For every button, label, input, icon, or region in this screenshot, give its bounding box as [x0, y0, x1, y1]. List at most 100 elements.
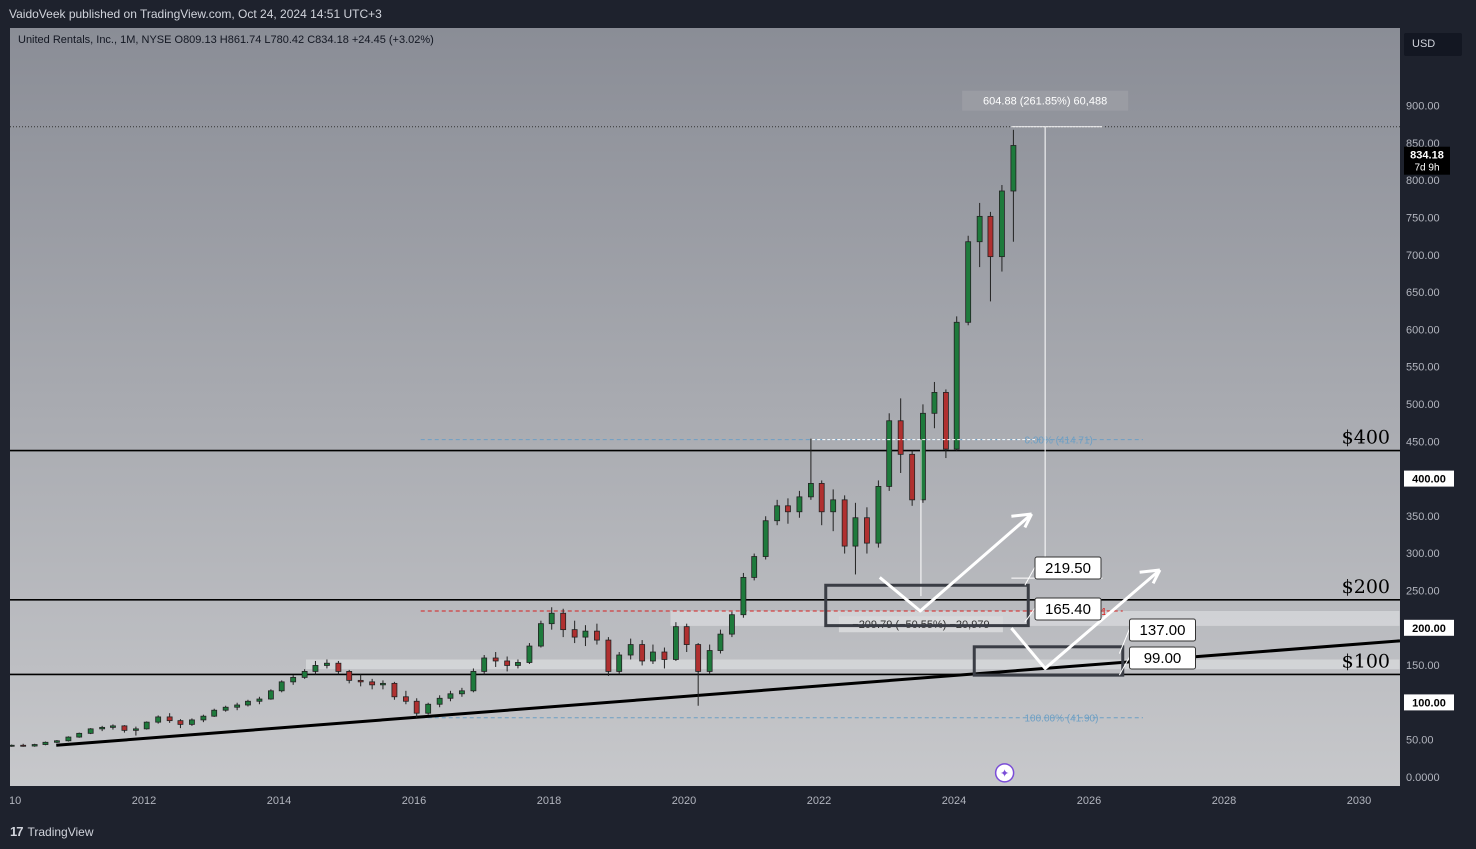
candle-body: [818, 483, 825, 513]
price-box-label: 137.00: [1140, 622, 1186, 639]
level-label: $100: [1342, 650, 1390, 672]
price-tick: 650.00: [1406, 287, 1440, 299]
time-axis[interactable]: 2010 2012 2014 2016 2018 2020 2022 2024 2026 2028…: [0, 786, 1400, 813]
candle-body: [447, 693, 454, 699]
candle-body: [987, 215, 994, 258]
price-tick: 550.00: [1406, 362, 1440, 374]
last-price-label: 834.18: [1410, 150, 1444, 162]
fib-100-label: 100.00% (41.90): [1025, 714, 1099, 725]
candle-body: [616, 654, 623, 672]
candle-body: [177, 720, 184, 725]
time-tick: 2024: [942, 795, 966, 807]
candle-body: [65, 736, 72, 742]
publish-info: VaidoVeek published on TradingView.com, …: [9, 7, 382, 21]
price-tick: 150.00: [1406, 660, 1440, 672]
candle-body: [673, 626, 679, 660]
time-tick: 2028: [1212, 795, 1236, 807]
candle-body: [234, 704, 241, 708]
candle-body: [953, 321, 960, 450]
candle-body: [76, 732, 83, 738]
price-box-connector: [1118, 628, 1130, 654]
candle-body: [526, 645, 533, 663]
price-box: [1129, 646, 1196, 670]
candle-body: [267, 690, 274, 700]
price-box: [1129, 618, 1196, 642]
candle-body: [211, 709, 218, 717]
candle-body: [774, 505, 781, 522]
candle-body: [155, 716, 162, 723]
candle-body: [504, 660, 511, 666]
candle-body: [99, 726, 106, 730]
candle-body: [875, 486, 882, 544]
level-axis-label: 200.00: [1412, 623, 1446, 635]
candle-body: [278, 681, 285, 692]
candle-body: [324, 662, 330, 666]
candle-body: [976, 215, 983, 243]
candle-body: [571, 629, 578, 638]
candle-body: [515, 662, 521, 666]
candle-body: [706, 650, 713, 672]
ideas-icon: [994, 763, 1015, 783]
candle-body: [729, 614, 735, 635]
candle-body: [402, 696, 409, 702]
candle-body: [796, 496, 803, 513]
time-tick: 2010: [10, 795, 21, 807]
price-box: [1034, 597, 1102, 621]
candle-body: [931, 392, 938, 414]
candle-body: [661, 651, 668, 660]
price-tick: 500.00: [1406, 399, 1440, 411]
price-box-connector: [1118, 656, 1130, 676]
time-tick: 2016: [402, 795, 426, 807]
candle-body: [751, 556, 758, 578]
price-tick: 700.00: [1406, 250, 1440, 262]
projection-arrow-2-head-b: [1151, 569, 1162, 585]
candle-body: [481, 657, 488, 672]
price-box-connector: [1024, 607, 1036, 623]
measure-up-label: 604.88 (261.85%) 60,488: [983, 96, 1107, 108]
measure-label-bg: [962, 90, 1129, 111]
candle-body: [830, 499, 837, 513]
candle-body: [897, 420, 904, 455]
candle-body: [785, 505, 791, 513]
price-tick: 50.00: [1406, 735, 1434, 747]
price-tick: 600.00: [1406, 324, 1440, 336]
target-zone-upper: [824, 583, 1030, 628]
price-chart[interactable]: $400 $200 $100 0.00% (414.71) 100.00% (41.9…: [10, 28, 1400, 786]
candle-body: [133, 728, 139, 731]
candle-body: [110, 725, 116, 728]
candle-body: [301, 671, 308, 678]
candle-body: [808, 483, 814, 498]
candle-body: [886, 420, 893, 487]
price-axis[interactable]: 900.00 850.00 800.00 750.00 700.00 650.00 600.…: [1400, 28, 1466, 813]
candle-body: [312, 665, 319, 672]
price-box-label: 219.50: [1045, 560, 1091, 577]
candle-body: [290, 676, 297, 683]
currency-button[interactable]: USD: [1404, 33, 1462, 56]
price-tick: 900.00: [1406, 101, 1440, 113]
projection-arrow-1-head-b: [1023, 513, 1033, 529]
projection-arrow-2: [1010, 568, 1161, 670]
candle-body: [538, 623, 544, 647]
price-tick: 800.00: [1406, 175, 1440, 187]
candle-body: [380, 682, 386, 686]
candle-body: [965, 241, 972, 323]
candle-body: [425, 703, 432, 714]
level-axis-badge: [1404, 619, 1454, 636]
candle-body: [10, 744, 15, 747]
level-axis-badge: [1404, 694, 1454, 711]
support-band-lower: [306, 659, 1400, 670]
tradingview-logo[interactable]: 17 TradingView: [10, 824, 94, 839]
ideas-icon-glyph: ✦: [1000, 768, 1009, 780]
candle-body: [762, 520, 769, 557]
price-tick: 250.00: [1406, 586, 1440, 598]
candle-body: [594, 630, 600, 641]
price-box-connector: [1024, 566, 1036, 586]
candle-body: [852, 517, 859, 547]
tradingview-brand: TradingView: [27, 824, 94, 839]
price-box: [1034, 556, 1102, 580]
candle-body: [639, 644, 646, 662]
candle-body: [470, 671, 477, 692]
target-zone-lower: [972, 645, 1125, 677]
price-tick: 0.0000: [1406, 772, 1440, 784]
candle-body: [999, 190, 1005, 258]
